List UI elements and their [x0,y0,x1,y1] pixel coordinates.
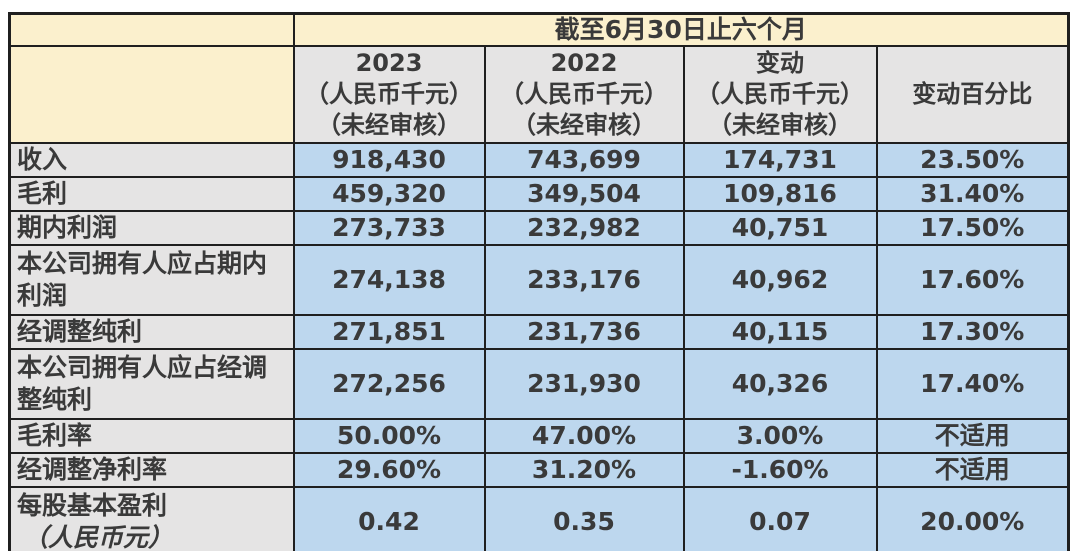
value-2023: 272,256 [292,348,486,420]
financial-summary-table: 截至6月30日止六个月 2023 （人民币千元） （未经审核） 2022 （人民… [8,12,1070,551]
value-2023: 271,851 [292,314,486,350]
value-change-pct: 17.50% [875,210,1070,246]
col-header-2023: 2023 （人民币千元） （未经审核） [292,45,486,144]
value-change: -1.60% [682,452,878,488]
row-label: 经调整纯利 [8,314,295,350]
table-row-owners-adjusted-profit: 本公司拥有人应占经调整纯利 272,256 231,930 40,326 17.… [8,348,1070,420]
table-row-adjusted-profit: 经调整纯利 271,851 231,736 40,115 17.30% [8,314,1070,350]
table-row-gross-profit: 毛利 459,320 349,504 109,816 31.40% [8,176,1070,212]
row-label: 收入 [8,142,295,178]
col-header-2022: 2022 （人民币千元） （未经审核） [483,45,685,144]
value-2023: 918,430 [292,142,486,178]
value-change-pct: 31.40% [875,176,1070,212]
value-2023: 50.00% [292,418,486,454]
value-2022: 349,504 [483,176,685,212]
col-header-2022-unit: （人民币千元） [500,80,668,108]
period-header-row: 截至6月30日止六个月 [8,12,1070,47]
col-header-2023-unit: （人民币千元） [305,80,473,108]
row-label: 本公司拥有人应占经调整纯利 [8,348,295,420]
row-label: 经调整净利率 [8,452,295,488]
value-change-pct: 17.30% [875,314,1070,350]
row-label: 毛利 [8,176,295,212]
value-2023: 274,138 [292,244,486,316]
value-2022: 47.00% [483,418,685,454]
table-row-owners-period-profit: 本公司拥有人应占期内利润 274,138 233,176 40,962 17.6… [8,244,1070,316]
value-change: 174,731 [682,142,878,178]
value-2022: 31.20% [483,452,685,488]
value-change-pct: 23.50% [875,142,1070,178]
table-row-gross-margin: 毛利率 50.00% 47.00% 3.00% 不适用 [8,418,1070,454]
value-2022: 743,699 [483,142,685,178]
col-header-change-audit: （未经审核） [708,111,852,139]
value-change: 3.00% [682,418,878,454]
value-change: 109,816 [682,176,878,212]
value-2022: 231,736 [483,314,685,350]
col-header-2022-audit: （未经审核） [512,111,656,139]
value-change: 40,962 [682,244,878,316]
value-change-pct: 17.40% [875,348,1070,420]
table-row-adjusted-net-margin: 经调整净利率 29.60% 31.20% -1.60% 不适用 [8,452,1070,488]
value-2023: 0.42 [292,486,486,551]
col-header-change-pct-title: 变动百分比 [912,80,1033,108]
col-header-2023-year: 2023 [355,49,423,77]
table-row-revenue: 收入 918,430 743,699 174,731 23.50% [8,142,1070,178]
value-change-pct: 不适用 [875,418,1070,454]
value-change: 40,326 [682,348,878,420]
value-change: 40,751 [682,210,878,246]
col-header-change: 变动 （人民币千元） （未经审核） [682,45,878,144]
row-label-title: 每股基本盈利 [17,490,168,520]
row-label-unit-note: （人民币元） [23,522,174,551]
row-label: 本公司拥有人应占期内利润 [8,244,295,316]
value-2022: 233,176 [483,244,685,316]
value-change: 40,115 [682,314,878,350]
value-change: 0.07 [682,486,878,551]
corner-cell-sub [8,45,295,144]
table-row-basic-eps: 每股基本盈利 （人民币元） 0.42 0.35 0.07 20.00% [8,486,1070,551]
value-2023: 29.60% [292,452,486,488]
corner-cell-top [8,12,295,47]
col-header-2022-year: 2022 [550,49,618,77]
value-change-pct: 20.00% [875,486,1070,551]
value-2022: 0.35 [483,486,685,551]
row-label: 期内利润 [8,210,295,246]
col-header-2023-audit: （未经审核） [317,111,461,139]
value-2022: 232,982 [483,210,685,246]
row-label: 每股基本盈利 （人民币元） [8,486,295,551]
value-change-pct: 不适用 [875,452,1070,488]
value-change-pct: 17.60% [875,244,1070,316]
row-label: 毛利率 [8,418,295,454]
col-header-change-title: 变动 [756,49,804,77]
col-header-change-pct: 变动百分比 [875,45,1070,144]
value-2023: 273,733 [292,210,486,246]
table-row-period-profit: 期内利润 273,733 232,982 40,751 17.50% [8,210,1070,246]
col-header-change-unit: （人民币千元） [696,80,864,108]
value-2023: 459,320 [292,176,486,212]
period-header: 截至6月30日止六个月 [292,12,1070,47]
column-header-row: 2023 （人民币千元） （未经审核） 2022 （人民币千元） （未经审核） … [8,45,1070,144]
value-2022: 231,930 [483,348,685,420]
